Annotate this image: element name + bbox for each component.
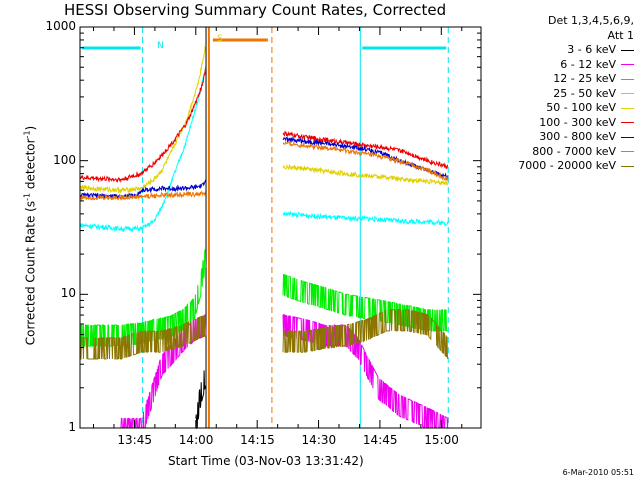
legend-item-label: 300 - 800 keV xyxy=(539,130,616,143)
legend-item-label: 800 - 7000 keV xyxy=(532,144,616,158)
legend-item-label: 7000 - 20000 keV xyxy=(518,159,616,172)
legend-detector-line: Det 1,3,4,5,6,9, xyxy=(547,14,634,27)
series-line xyxy=(79,309,449,360)
legend-item: 12 - 25 keV xyxy=(478,72,634,87)
legend-swatch xyxy=(621,78,634,80)
legend-item-label: 25 - 50 keV xyxy=(553,86,616,100)
y-tick-label: 1 xyxy=(68,420,76,434)
y-tick-label: 100 xyxy=(53,152,76,167)
x-axis-label: Start Time (03-Nov-03 13:31:42) xyxy=(168,454,364,468)
legend-swatch xyxy=(621,136,634,138)
legend-item: 300 - 800 keV xyxy=(478,130,634,145)
legend-swatch xyxy=(621,165,634,167)
legend-swatch xyxy=(621,107,634,109)
series-line xyxy=(79,140,449,202)
legend-swatch xyxy=(621,151,634,153)
legend-item-label: 100 - 300 keV xyxy=(539,115,616,129)
legend-item: 6 - 12 keV xyxy=(478,58,634,73)
y-axis-label: Corrected Count Rate (s-1 detector-1) xyxy=(22,125,38,346)
legend-item: 800 - 7000 keV xyxy=(478,145,634,160)
y-tick-label: 10 xyxy=(60,286,76,301)
legend-item: 100 - 300 keV xyxy=(478,116,634,131)
legend: Det 1,3,4,5,6,9, Att 1 3 - 6 keV 6 - 12 k… xyxy=(478,14,634,174)
series-lines xyxy=(79,44,449,430)
legend-item-label: 50 - 100 keV xyxy=(546,101,616,114)
series-line xyxy=(195,370,207,430)
legend-item: 25 - 50 keV xyxy=(478,87,634,102)
legend-item: 7000 - 20000 keV xyxy=(478,159,634,174)
x-tick-label: 14:45 xyxy=(362,433,398,447)
y-tick-label: 1000 xyxy=(45,19,76,33)
legend-item: 3 - 6 keV xyxy=(478,43,634,58)
x-tick-label: 15:00 xyxy=(424,433,459,447)
x-tick-label: 14:00 xyxy=(178,433,214,447)
legend-attenuator-line: Att 1 xyxy=(607,28,634,42)
series-line xyxy=(79,67,449,233)
saa-segment-label: S xyxy=(217,34,223,44)
legend-item-label: 12 - 25 keV xyxy=(553,72,616,85)
x-tick-label: 13:45 xyxy=(117,433,152,447)
legend-swatch xyxy=(621,64,634,66)
legend-item-label: 3 - 6 keV xyxy=(567,43,616,56)
legend-swatch xyxy=(621,93,634,95)
series-line xyxy=(79,248,448,347)
legend-item: 50 - 100 keV xyxy=(478,101,634,116)
x-tick-label: 14:30 xyxy=(301,433,337,447)
plot-frame xyxy=(79,26,482,429)
generation-timestamp: 6-Mar-2010 05:51 xyxy=(562,468,634,477)
axes-frame xyxy=(79,26,482,429)
night-segment-label: N xyxy=(157,41,164,51)
legend-swatch xyxy=(621,49,634,51)
legend-swatch xyxy=(621,122,634,124)
x-tick-label: 14:15 xyxy=(240,433,275,447)
series-line xyxy=(79,44,449,195)
chart-title: HESSI Observing Summary Count Rates, Cor… xyxy=(64,1,447,19)
series-line xyxy=(79,66,449,184)
legend-item-label: 6 - 12 keV xyxy=(560,57,616,71)
